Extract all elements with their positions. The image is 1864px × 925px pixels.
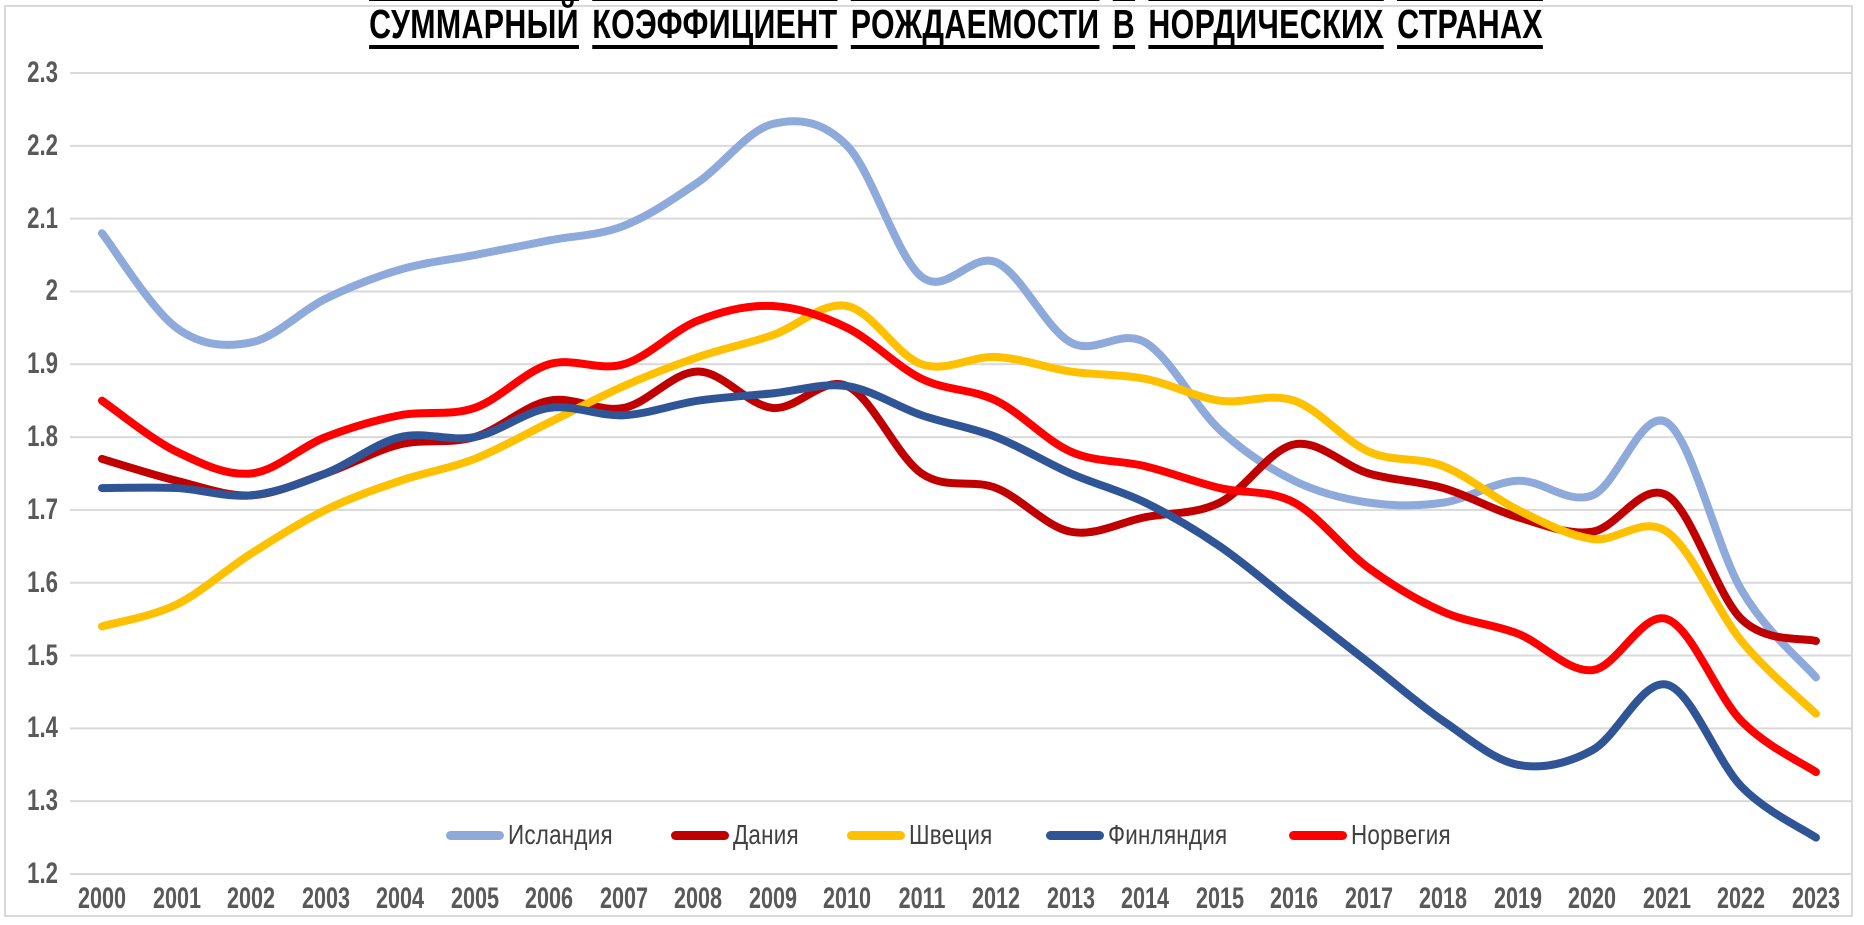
x-axis-label: 2004 [376,882,425,915]
series-line-iceland [98,117,1820,682]
x-axis-label: 2016 [1270,882,1319,915]
legend-item-denmark: Дания [671,819,815,851]
legend-label-iceland: Исландия [508,819,613,850]
legend: Исландия Дания Швеция Финляндия Норвегия [68,819,1854,851]
title-word: РОЖДАЕМОСТИ [850,1,1100,47]
y-axis-label: 1.3 [27,784,58,818]
y-axis-label: 1.8 [27,420,58,454]
legend-label-denmark: Дания [733,819,799,850]
legend-swatch-norway [1289,830,1348,840]
x-axis-label: 2014 [1121,882,1170,915]
series-line-norway [98,301,1820,777]
title-word: КОЭФФИЦИЕНТ [592,1,838,47]
x-axis-label: 2003 [301,882,350,915]
y-axis-label: 2.1 [27,201,58,235]
legend-item-sweden: Швеция [847,819,1013,851]
x-axis-label: 2009 [748,882,797,915]
x-axis-label: 2019 [1493,882,1542,915]
y-axis-label: 1.5 [27,638,58,672]
x-axis-label: 2018 [1419,882,1468,915]
x-axis-label: 2007 [599,882,648,915]
title-word: СУММАРНЫЙ [369,1,579,47]
x-axis-label: 2017 [1344,882,1393,915]
x-axis-label: 2000 [77,882,127,915]
legend-swatch-iceland [446,830,505,840]
y-axis-label: 1.7 [27,492,58,526]
x-axis-label: 2020 [1568,882,1617,915]
legend-label-norway: Норвегия [1351,819,1451,850]
gridlines [70,72,1853,875]
chart-frame-border [4,5,1853,917]
legend-swatch-denmark [671,830,730,840]
x-axis-label: 2023 [1791,882,1840,915]
title-word: НОРДИЧЕСКИХ [1148,1,1384,47]
x-axis-label: 2006 [525,882,574,915]
legend-item-iceland: Исландия [446,819,639,851]
y-axis-label: 1.6 [27,565,58,599]
x-axis-label: 2022 [1717,882,1766,915]
x-axis-label: 2005 [450,882,499,915]
y-axis-label: 1.4 [27,711,58,745]
series-line-sweden [98,301,1820,718]
x-axis-label: 2012 [972,882,1021,915]
series-line-denmark [98,367,1820,645]
legend-item-finland: Финляндия [1045,819,1257,851]
y-axis-label: 2 [45,274,58,308]
x-axis-label: 2010 [823,882,872,915]
chart-title: СУММАРНЫЙ КОЭФФИЦИЕНТ РОЖДАЕМОСТИ В НОРДИЧЕС… [293,1,1619,48]
x-axis-label: 2001 [152,882,201,915]
title-word: СТРАНАХ [1397,1,1543,47]
x-axis-label: 2021 [1642,882,1691,915]
legend-swatch-finland [1045,830,1104,840]
x-axis-label: 2002 [227,882,276,915]
legend-swatch-sweden [847,830,906,840]
y-axis-label: 2.3 [27,56,58,89]
y-axis-label: 1.9 [27,347,58,381]
title-word: В [1112,1,1136,47]
x-axis-label: 2008 [674,882,723,915]
x-axis-label: 2015 [1195,882,1244,915]
series-line-finland [98,381,1820,842]
legend-item-norway: Норвегия [1289,819,1476,851]
y-axis-label: 2.2 [27,128,58,162]
y-axis-label: 1.2 [27,857,58,890]
legend-label-finland: Финляндия [1107,819,1228,850]
x-axis-label: 2013 [1046,882,1095,915]
legend-label-sweden: Швеция [909,819,993,850]
x-axis-label: 2011 [898,882,946,915]
